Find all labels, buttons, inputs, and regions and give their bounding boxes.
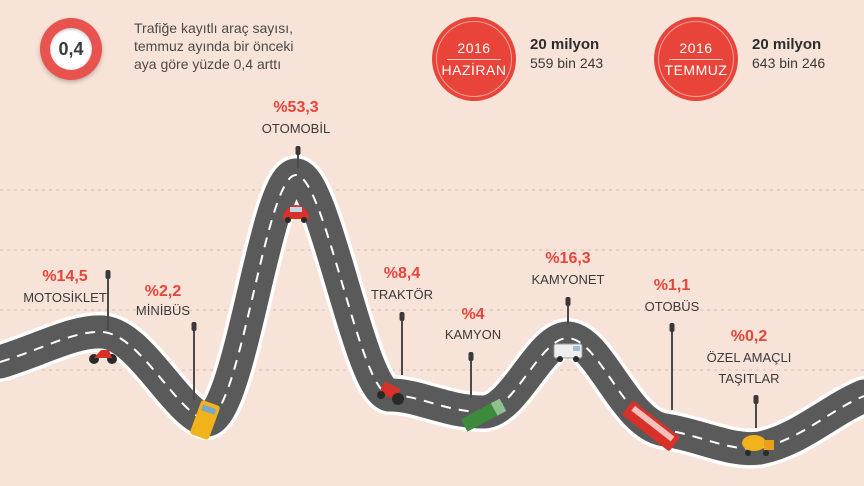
van-icon <box>553 343 583 362</box>
data-point: %2,2 MİNİBÜS <box>136 283 197 400</box>
stat-circle-haziran: 2016 HAZİRAN <box>432 17 516 101</box>
truck-icon <box>460 398 507 432</box>
stat-line2: 559 bin 243 <box>530 55 604 71</box>
category-label: TRAKTÖR <box>371 287 433 302</box>
percent-badge: 0,4 <box>40 18 102 80</box>
stat-line2: 643 bin 246 <box>752 55 826 71</box>
tractor-icon <box>377 381 404 405</box>
pin-head <box>468 352 474 361</box>
percent-badge-value: 0,4 <box>50 28 92 70</box>
stat-value-haziran: 20 milyon 559 bin 243 <box>530 36 603 72</box>
pin-head <box>105 270 111 279</box>
category-label: MİNİBÜS <box>136 303 191 318</box>
category-label: TAŞITLAR <box>718 371 779 386</box>
minibus-icon <box>190 400 220 440</box>
stat-line1: 20 milyon <box>752 36 822 53</box>
data-point: %53,3 OTOMOBİL <box>262 99 330 168</box>
percent-label: %8,4 <box>384 265 421 282</box>
percent-label: %16,3 <box>545 250 590 267</box>
header-description: Trafiğe kayıtlı araç sayısı, temmuz ayın… <box>134 20 294 72</box>
pin-head <box>669 323 675 332</box>
percent-label: %14,5 <box>42 268 87 285</box>
pin-head <box>191 322 197 331</box>
road <box>0 158 864 466</box>
cement-mixer-icon <box>742 435 774 456</box>
pin-head <box>753 395 759 404</box>
category-label: OTOMOBİL <box>262 121 330 136</box>
data-point: %14,5 MOTOSİKLET <box>23 268 111 330</box>
category-label: KAMYON <box>445 327 501 342</box>
stat-value-temmuz: 20 milyon 643 bin 246 <box>752 36 825 72</box>
percent-label: %53,3 <box>273 99 318 116</box>
percent-label: %2,2 <box>145 283 182 300</box>
data-point: %4 KAMYON <box>445 306 501 398</box>
category-label: KAMYONET <box>532 272 605 287</box>
data-point: %1,1 OTOBÜS <box>645 277 700 410</box>
data-point: %16,3 KAMYONET <box>532 250 605 324</box>
stat-circle-temmuz: 2016 TEMMUZ <box>654 17 738 101</box>
pin-head <box>565 297 571 306</box>
percent-label: %0,2 <box>731 328 768 345</box>
bus-icon <box>622 401 680 451</box>
category-label: MOTOSİKLET <box>23 290 107 305</box>
data-point: %0,2 ÖZEL AMAÇLI TAŞITLAR <box>707 328 792 428</box>
stat-line1: 20 milyon <box>530 36 600 53</box>
pin-head <box>399 312 405 321</box>
car-icon <box>282 205 310 223</box>
data-point: %8,4 TRAKTÖR <box>371 265 433 375</box>
pin-head <box>295 146 301 155</box>
category-label: ÖZEL AMAÇLI <box>707 350 792 365</box>
percent-label: %1,1 <box>654 277 691 294</box>
motorcycle-icon <box>89 350 117 364</box>
category-label: OTOBÜS <box>645 299 700 314</box>
percent-label: %4 <box>461 306 484 323</box>
